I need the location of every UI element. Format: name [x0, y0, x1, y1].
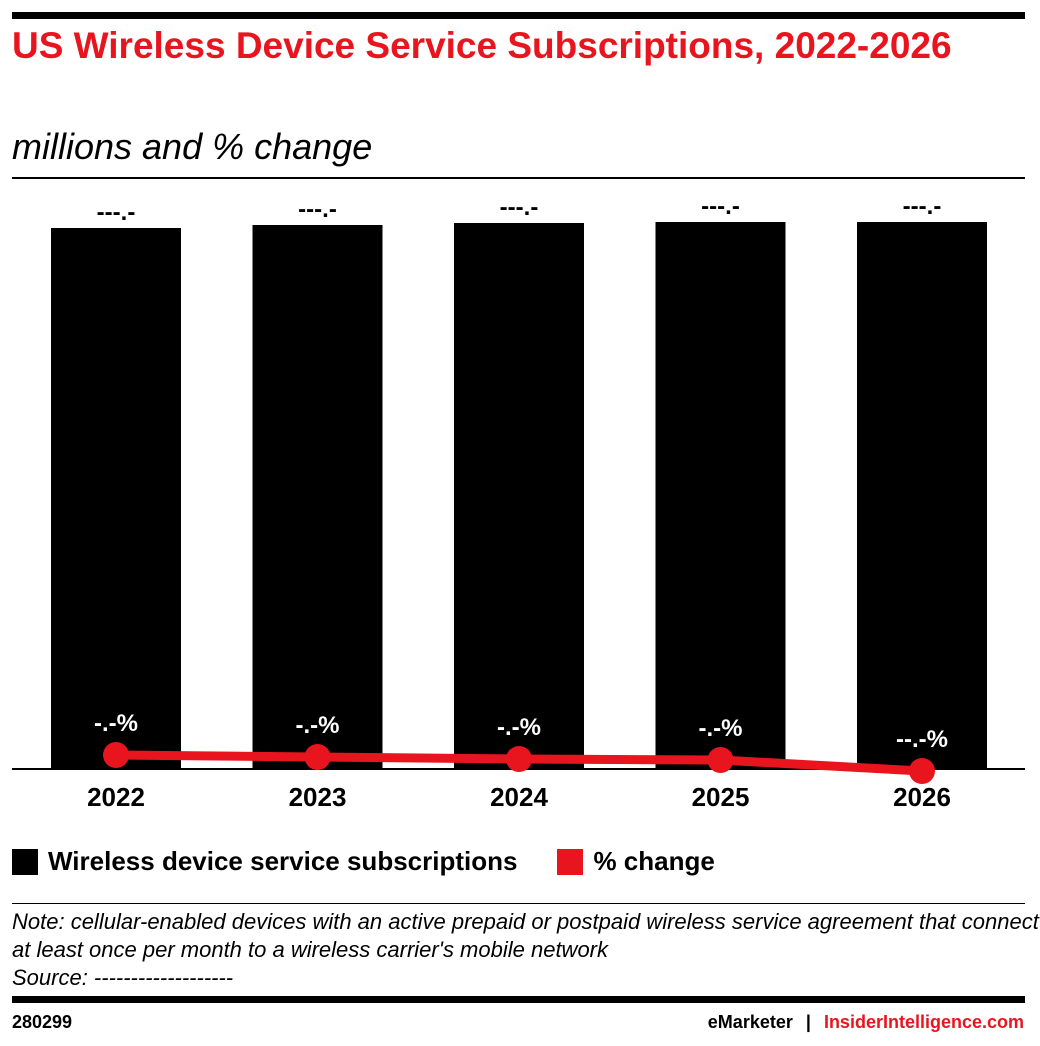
note: Note: cellular-enabled devices with an a… [12, 908, 1040, 992]
chart-subtitle: millions and % change [12, 126, 373, 167]
percent-change-point [506, 746, 532, 772]
x-tick-label: 2023 [289, 782, 347, 812]
chart-plot: ---.- 2022 ---.- 2023 ---.- 2024 ---.- 2025 ---.… [12, 193, 1025, 812]
bar-value-label: ---.- [500, 194, 539, 221]
brand-emarketer: eMarketer [707, 1012, 793, 1032]
divider [12, 903, 1025, 904]
bar [51, 228, 181, 769]
bar [857, 222, 987, 769]
bottom-bar [12, 996, 1025, 1003]
percent-change-label: -.-% [296, 712, 340, 739]
percent-change-label: --.-% [896, 726, 948, 753]
legend: Wireless device service subscriptions % … [12, 846, 715, 877]
x-tick-label: 2026 [893, 782, 951, 812]
percent-change-label: -.-% [94, 710, 138, 737]
bar [252, 225, 383, 769]
legend-label-line: % change [593, 846, 715, 876]
percent-change-label: -.-% [699, 715, 743, 742]
percent-change-point [707, 747, 734, 773]
x-tick-label: 2025 [692, 782, 750, 812]
bar [655, 222, 786, 769]
x-tick-label: 2022 [87, 782, 145, 812]
percent-change-point [103, 742, 129, 768]
brand-separator: | [805, 1012, 811, 1032]
legend-label-bar: Wireless device service subscriptions [48, 846, 518, 876]
legend-swatch-line [557, 848, 584, 875]
legend-swatch-bar [12, 848, 38, 875]
brand-insider: InsiderIntelligence.com [823, 1012, 1024, 1032]
footer-brands: eMarketer | InsiderIntelligence.com [708, 1012, 1024, 1033]
bar-value-label: ---.- [903, 193, 942, 220]
x-tick-label: 2024 [490, 782, 548, 812]
chart-id: 280299 [12, 1012, 73, 1032]
bar-value-label: ---.- [97, 199, 136, 226]
bar-value-label: ---.- [701, 193, 740, 220]
note-text: Note: cellular-enabled devices with an a… [12, 909, 1039, 962]
divider [12, 177, 1025, 179]
percent-change-point [909, 758, 935, 784]
chart-title: US Wireless Device Service Subscriptions… [12, 25, 952, 66]
bar-value-label: ---.- [298, 196, 337, 223]
percent-change-label: -.-% [497, 714, 541, 741]
source-text: Source: ------------------- [12, 965, 234, 990]
bar [454, 223, 584, 769]
percent-change-point [304, 744, 331, 770]
top-bar [12, 12, 1025, 19]
